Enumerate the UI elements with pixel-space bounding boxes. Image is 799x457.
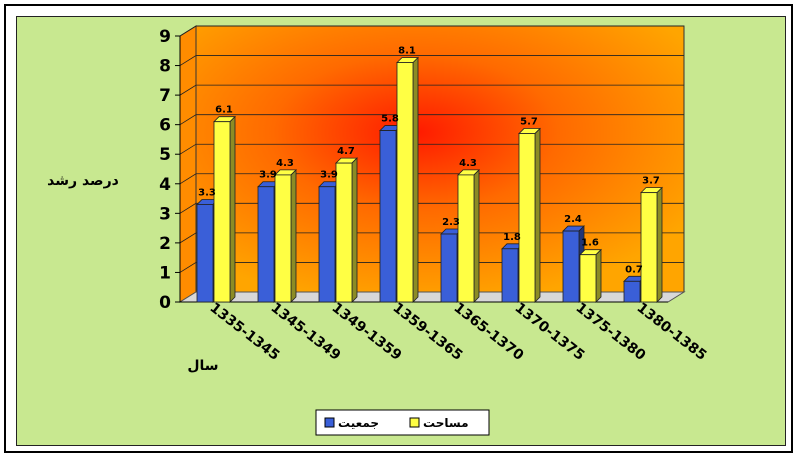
- bar-front: [457, 174, 475, 303]
- x-axis-title: سال: [187, 358, 218, 374]
- y-tick-label: 2: [159, 234, 171, 254]
- legend-swatch-population: [324, 417, 335, 428]
- gridline: [179, 55, 684, 66]
- legend: جمعیت مساحت: [315, 409, 490, 436]
- data-label: 8.1: [398, 46, 416, 57]
- bar-area: [518, 127, 541, 303]
- bar-front: [274, 174, 292, 303]
- y-tick-label: 9: [159, 27, 171, 47]
- bar-side: [656, 186, 663, 303]
- bar-side: [412, 56, 419, 303]
- data-label: 3.7: [642, 176, 660, 187]
- gridline: [179, 114, 684, 126]
- bar-area: [213, 115, 236, 303]
- bar-side: [534, 127, 541, 303]
- y-tick-label: 0: [159, 293, 171, 313]
- y-tick-label: 4: [159, 175, 171, 195]
- bar-area: [579, 248, 602, 303]
- data-label: 1.6: [581, 238, 599, 249]
- y-tick-label: 6: [159, 116, 171, 136]
- data-label: 3.9: [259, 170, 277, 181]
- bar-area: [274, 168, 297, 303]
- bar-front: [213, 121, 231, 303]
- bar-area: [396, 56, 419, 303]
- gridline: [179, 84, 684, 96]
- bar-front: [579, 254, 597, 303]
- data-label: 3.3: [198, 187, 216, 198]
- legend-label-area: مساحت: [423, 416, 469, 430]
- bar-front: [257, 186, 275, 303]
- y-tick-label: 5: [159, 145, 171, 165]
- bar-front: [562, 230, 580, 303]
- bar-front: [379, 130, 397, 303]
- data-label: 1.8: [503, 232, 521, 243]
- data-label: 5.7: [520, 117, 538, 128]
- data-label: 6.1: [215, 105, 233, 116]
- bar-side: [473, 168, 480, 303]
- bar-front: [518, 133, 536, 303]
- y-tick-label: 1: [159, 263, 171, 283]
- data-label: 3.9: [320, 170, 338, 181]
- y-tick-label: 7: [159, 86, 171, 106]
- bar-front: [318, 186, 336, 303]
- plot-floor: [178, 291, 686, 303]
- bar-front: [501, 248, 519, 303]
- bar-front: [196, 204, 214, 303]
- data-label: 2.4: [564, 214, 582, 225]
- y-tick-label: 8: [159, 57, 171, 77]
- y-tick-label: 3: [159, 204, 171, 224]
- y-axis-title: درصد رشد: [47, 173, 119, 189]
- legend-swatch-area: [409, 417, 420, 428]
- data-label: 5.8: [381, 114, 399, 125]
- bar-area: [640, 186, 663, 303]
- bar-area: [457, 168, 480, 303]
- bar-side: [229, 115, 236, 303]
- bar-side: [351, 157, 358, 303]
- bar-front: [623, 280, 641, 303]
- data-label: 4.3: [459, 158, 477, 169]
- plot-side-wall: [179, 25, 197, 303]
- bar-side: [290, 168, 297, 303]
- bar-front: [335, 162, 353, 303]
- legend-box: [315, 409, 490, 436]
- bar-area: [335, 157, 358, 303]
- bar-side: [595, 248, 602, 303]
- bar-front: [440, 233, 458, 303]
- bar-front: [640, 192, 658, 303]
- legend-label-population: جمعیت: [338, 416, 379, 430]
- data-label: 4.7: [337, 146, 355, 157]
- bar-front: [396, 62, 414, 303]
- gridline: [179, 25, 684, 37]
- data-label: 0.7: [625, 264, 643, 275]
- data-label: 2.3: [442, 217, 460, 228]
- data-label: 4.3: [276, 158, 294, 169]
